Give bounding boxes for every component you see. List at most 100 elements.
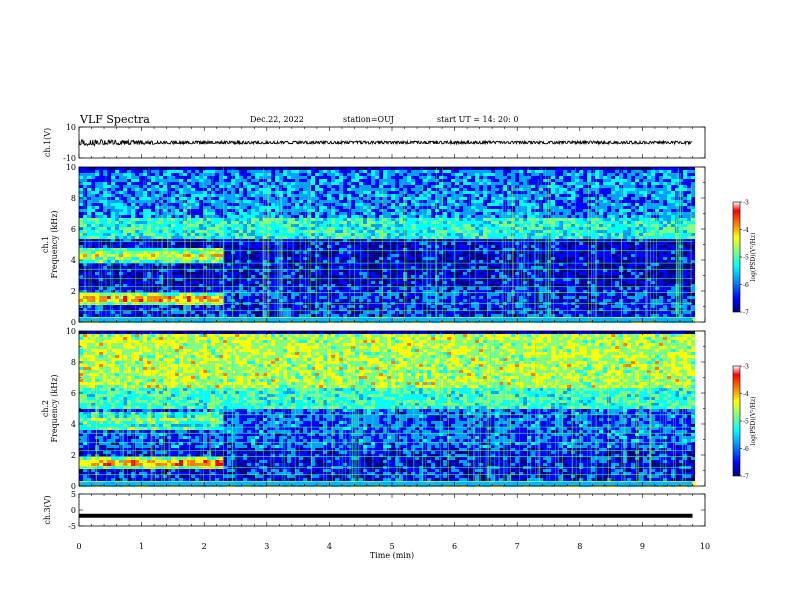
spectrogram-cell bbox=[271, 242, 275, 245]
spectrogram-cell bbox=[227, 275, 231, 278]
spectrogram-cell bbox=[131, 251, 135, 254]
spectrogram-cell bbox=[247, 200, 251, 203]
spectrogram-cell bbox=[187, 170, 191, 173]
spectrogram-cell bbox=[327, 182, 331, 185]
spectrogram-cell bbox=[451, 197, 455, 200]
spectrogram-cell bbox=[167, 170, 171, 173]
spectrogram-cell bbox=[123, 200, 127, 203]
spectrogram-cell bbox=[123, 281, 127, 284]
spectrogram-cell bbox=[407, 215, 411, 218]
spectrogram-cell bbox=[95, 182, 99, 185]
spectrogram-cell bbox=[175, 305, 179, 308]
spectrogram-cell bbox=[415, 224, 419, 227]
spectrogram-cell bbox=[243, 170, 247, 173]
spectrogram-cell bbox=[283, 257, 287, 260]
spectrogram-cell bbox=[311, 305, 315, 308]
spectrogram-cell bbox=[243, 209, 247, 212]
spectrogram-cell bbox=[103, 176, 107, 179]
spectrogram-cell bbox=[99, 296, 103, 299]
spectrogram-cell bbox=[295, 182, 299, 185]
spectrogram-cell bbox=[403, 179, 407, 182]
spectrogram-cell bbox=[295, 287, 299, 290]
spectrogram-cell bbox=[423, 206, 427, 209]
spectrogram-cell bbox=[151, 230, 155, 233]
spectrogram-cell bbox=[295, 197, 299, 200]
spectrogram-cell bbox=[339, 170, 343, 173]
spectrogram-cell bbox=[139, 242, 143, 245]
spectrogram-cell bbox=[95, 173, 99, 176]
spectrogram-cell bbox=[363, 212, 367, 215]
spectrogram-cell bbox=[307, 281, 311, 284]
spectrogram-cell bbox=[227, 245, 231, 248]
spectrogram-cell bbox=[271, 206, 275, 209]
spectrogram-cell bbox=[271, 173, 275, 176]
spectrogram-cell bbox=[123, 179, 127, 182]
spectrogram-cell bbox=[151, 311, 155, 314]
spectrogram-cell bbox=[399, 206, 403, 209]
spectrogram-cell bbox=[323, 182, 327, 185]
spectrogram-cell bbox=[191, 221, 195, 224]
spectrogram-cell bbox=[371, 227, 375, 230]
spectrogram-cell bbox=[447, 182, 451, 185]
spectrogram-cell bbox=[99, 179, 103, 182]
spectrogram-cell bbox=[231, 212, 235, 215]
spectrogram-cell bbox=[99, 266, 103, 269]
spectrogram-cell bbox=[103, 305, 107, 308]
spectrogram-cell bbox=[291, 185, 295, 188]
spectrogram-cell bbox=[247, 194, 251, 197]
spectrogram-cell bbox=[163, 227, 167, 230]
spectrogram-cell bbox=[423, 170, 427, 173]
spectrogram-cell bbox=[115, 203, 119, 206]
spectrogram-cell bbox=[447, 233, 451, 236]
spectrogram-cell bbox=[179, 311, 183, 314]
spectrogram-cell bbox=[307, 200, 311, 203]
spectrogram-cell bbox=[275, 179, 279, 182]
spectrogram-cell bbox=[323, 314, 327, 317]
spectrogram-cell bbox=[91, 287, 95, 290]
spectrogram-cell bbox=[235, 197, 239, 200]
spectrogram-cell bbox=[115, 257, 119, 260]
spectrogram-cell bbox=[215, 176, 219, 179]
spectrogram-cell bbox=[459, 281, 463, 284]
spectrogram-cell bbox=[283, 236, 287, 239]
spectrogram-cell bbox=[351, 218, 355, 221]
spectrogram-cell bbox=[323, 257, 327, 260]
spectrogram-cell bbox=[91, 218, 95, 221]
spectrogram-cell bbox=[367, 200, 371, 203]
spectrogram-cell bbox=[455, 224, 459, 227]
spectrogram-cell bbox=[239, 296, 243, 299]
spectrogram-cell bbox=[111, 236, 115, 239]
spectrogram-cell bbox=[387, 167, 391, 170]
spectrogram-cell bbox=[307, 305, 311, 308]
spectrogram-cell bbox=[411, 305, 415, 308]
spectrogram-cell bbox=[79, 167, 83, 170]
spectrogram-cell bbox=[103, 281, 107, 284]
spectrogram-cell bbox=[163, 206, 167, 209]
spectrogram-cell bbox=[319, 218, 323, 221]
spectrogram-cell bbox=[191, 314, 195, 317]
spectrogram-cell bbox=[323, 281, 327, 284]
spectrogram-cell bbox=[259, 224, 263, 227]
spectrogram-cell bbox=[455, 206, 459, 209]
spectrogram-cell bbox=[367, 212, 371, 215]
spectrogram-cell bbox=[411, 206, 415, 209]
spectrogram-cell bbox=[375, 188, 379, 191]
spectrogram-cell bbox=[363, 182, 367, 185]
spectrogram-cell bbox=[123, 293, 127, 296]
spectrogram-cell bbox=[431, 233, 435, 236]
spectrogram-cell bbox=[295, 311, 299, 314]
spectrogram-cell bbox=[399, 266, 403, 269]
spectrogram-cell bbox=[251, 233, 255, 236]
spectrogram-cell bbox=[383, 230, 387, 233]
spectrogram-cell bbox=[383, 209, 387, 212]
spectrogram-cell bbox=[323, 227, 327, 230]
spectrogram-cell bbox=[179, 281, 183, 284]
spectrogram-cell bbox=[427, 167, 431, 170]
spectrogram-cell bbox=[179, 257, 183, 260]
spectrogram-cell bbox=[179, 299, 183, 302]
spectrogram-cell bbox=[247, 170, 251, 173]
spectrogram-cell bbox=[435, 179, 439, 182]
spectrogram-cell bbox=[323, 188, 327, 191]
spectrogram-cell bbox=[99, 191, 103, 194]
spectrogram-cell bbox=[123, 272, 127, 275]
